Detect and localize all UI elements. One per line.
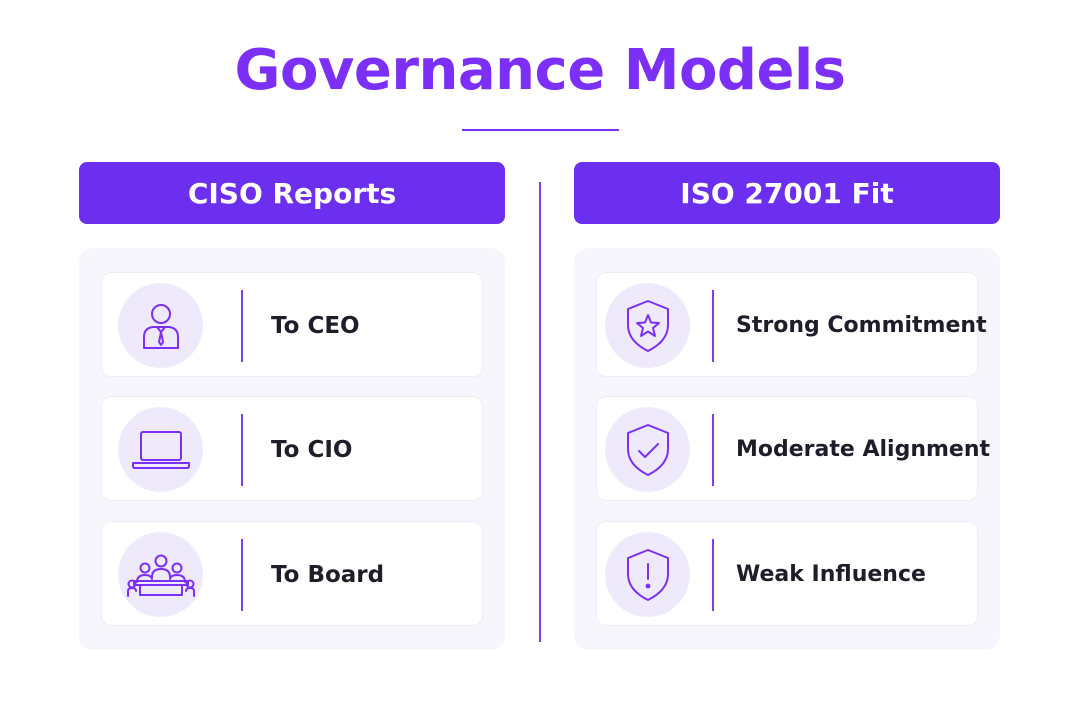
list-item-label: To CEO: [271, 312, 360, 339]
list-item-to-board: To Board: [101, 521, 483, 626]
iso-27001-fit-panel: Strong Commitment Moderate Alignment: [574, 248, 1000, 650]
row-divider: [241, 414, 243, 486]
shield-check-icon: [605, 407, 690, 492]
row-divider: [712, 290, 714, 362]
list-item-label: To Board: [271, 561, 385, 588]
row-divider: [241, 290, 243, 362]
list-item-label: Weak Influence: [736, 562, 926, 587]
list-item-moderate-alignment: Moderate Alignment: [596, 396, 990, 501]
list-item-to-cio: To CIO: [101, 396, 483, 501]
row-divider: [712, 414, 714, 486]
center-divider: [539, 182, 541, 642]
ciso-reports-panel: To CEO To CIO: [79, 248, 505, 650]
list-item-strong-commitment: Strong Commitment: [596, 272, 987, 377]
shield-exclamation-icon: [605, 532, 690, 617]
laptop-icon: [118, 407, 203, 492]
list-item-label: To CIO: [271, 436, 353, 463]
row-divider: [241, 539, 243, 611]
page-title: Governance Models: [234, 38, 846, 103]
list-item-label: Moderate Alignment: [736, 437, 991, 462]
row-divider: [712, 539, 714, 611]
title-underline: [462, 129, 619, 131]
list-item-weak-influence: Weak Influence: [596, 521, 978, 626]
executive-person-icon: [118, 283, 203, 368]
list-item-to-ceo: To CEO: [101, 272, 483, 377]
iso-27001-fit-header: ISO 27001 Fit: [574, 162, 1000, 224]
shield-star-icon: [605, 283, 690, 368]
board-meeting-icon: [118, 532, 203, 617]
list-item-label: Strong Commitment: [736, 313, 987, 338]
ciso-reports-header: CISO Reports: [79, 162, 505, 224]
